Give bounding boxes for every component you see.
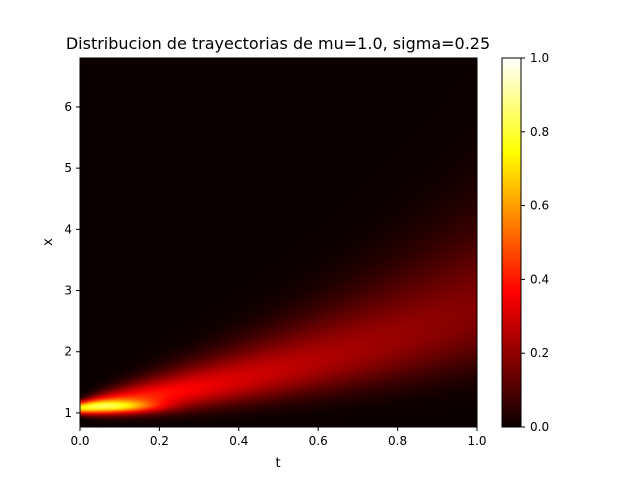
chart-title: Distribucion de trayectorias de mu=1.0, … (66, 34, 490, 53)
x-axis: 0.0 0.2 0.4 0.6 0.8 1.0 (70, 427, 487, 448)
x-tick-label: 0.0 (70, 434, 89, 448)
colorbar-ticks: 0.0 0.2 0.4 0.6 0.8 1.0 (521, 51, 549, 434)
colorbar-tick-label: 0.0 (530, 420, 549, 434)
y-tick-label: 5 (64, 161, 72, 175)
colorbar-frame (501, 57, 522, 428)
colorbar: 0.0 0.2 0.4 0.6 0.8 1.0 (501, 51, 549, 434)
x-tick-label: 0.8 (388, 434, 407, 448)
density-heatmap (80, 58, 477, 427)
y-tick-label: 1 (64, 406, 72, 420)
y-tick-label: 3 (64, 284, 72, 298)
y-tick-label: 2 (64, 345, 72, 359)
y-tick-label: 4 (64, 222, 72, 236)
x-axis-label: t (275, 456, 280, 471)
x-tick-label: 0.4 (229, 434, 248, 448)
colorbar-tick-label: 0.2 (530, 346, 549, 360)
x-tick-label: 1.0 (467, 434, 486, 448)
colorbar-gradient (502, 58, 521, 427)
y-tick-label: 6 (64, 100, 72, 114)
colorbar-tick-label: 0.8 (530, 125, 549, 139)
plot-frame (79, 57, 478, 428)
y-axis: 1 2 3 4 5 6 (64, 100, 80, 420)
x-tick-label: 0.6 (309, 434, 328, 448)
colorbar-tick-label: 1.0 (530, 51, 549, 65)
heatmap-plot-area (79, 57, 478, 428)
x-tick-label: 0.2 (150, 434, 169, 448)
colorbar-tick-label: 0.6 (530, 199, 549, 213)
y-axis-label: x (41, 238, 56, 246)
colorbar-tick-label: 0.4 (530, 272, 549, 286)
